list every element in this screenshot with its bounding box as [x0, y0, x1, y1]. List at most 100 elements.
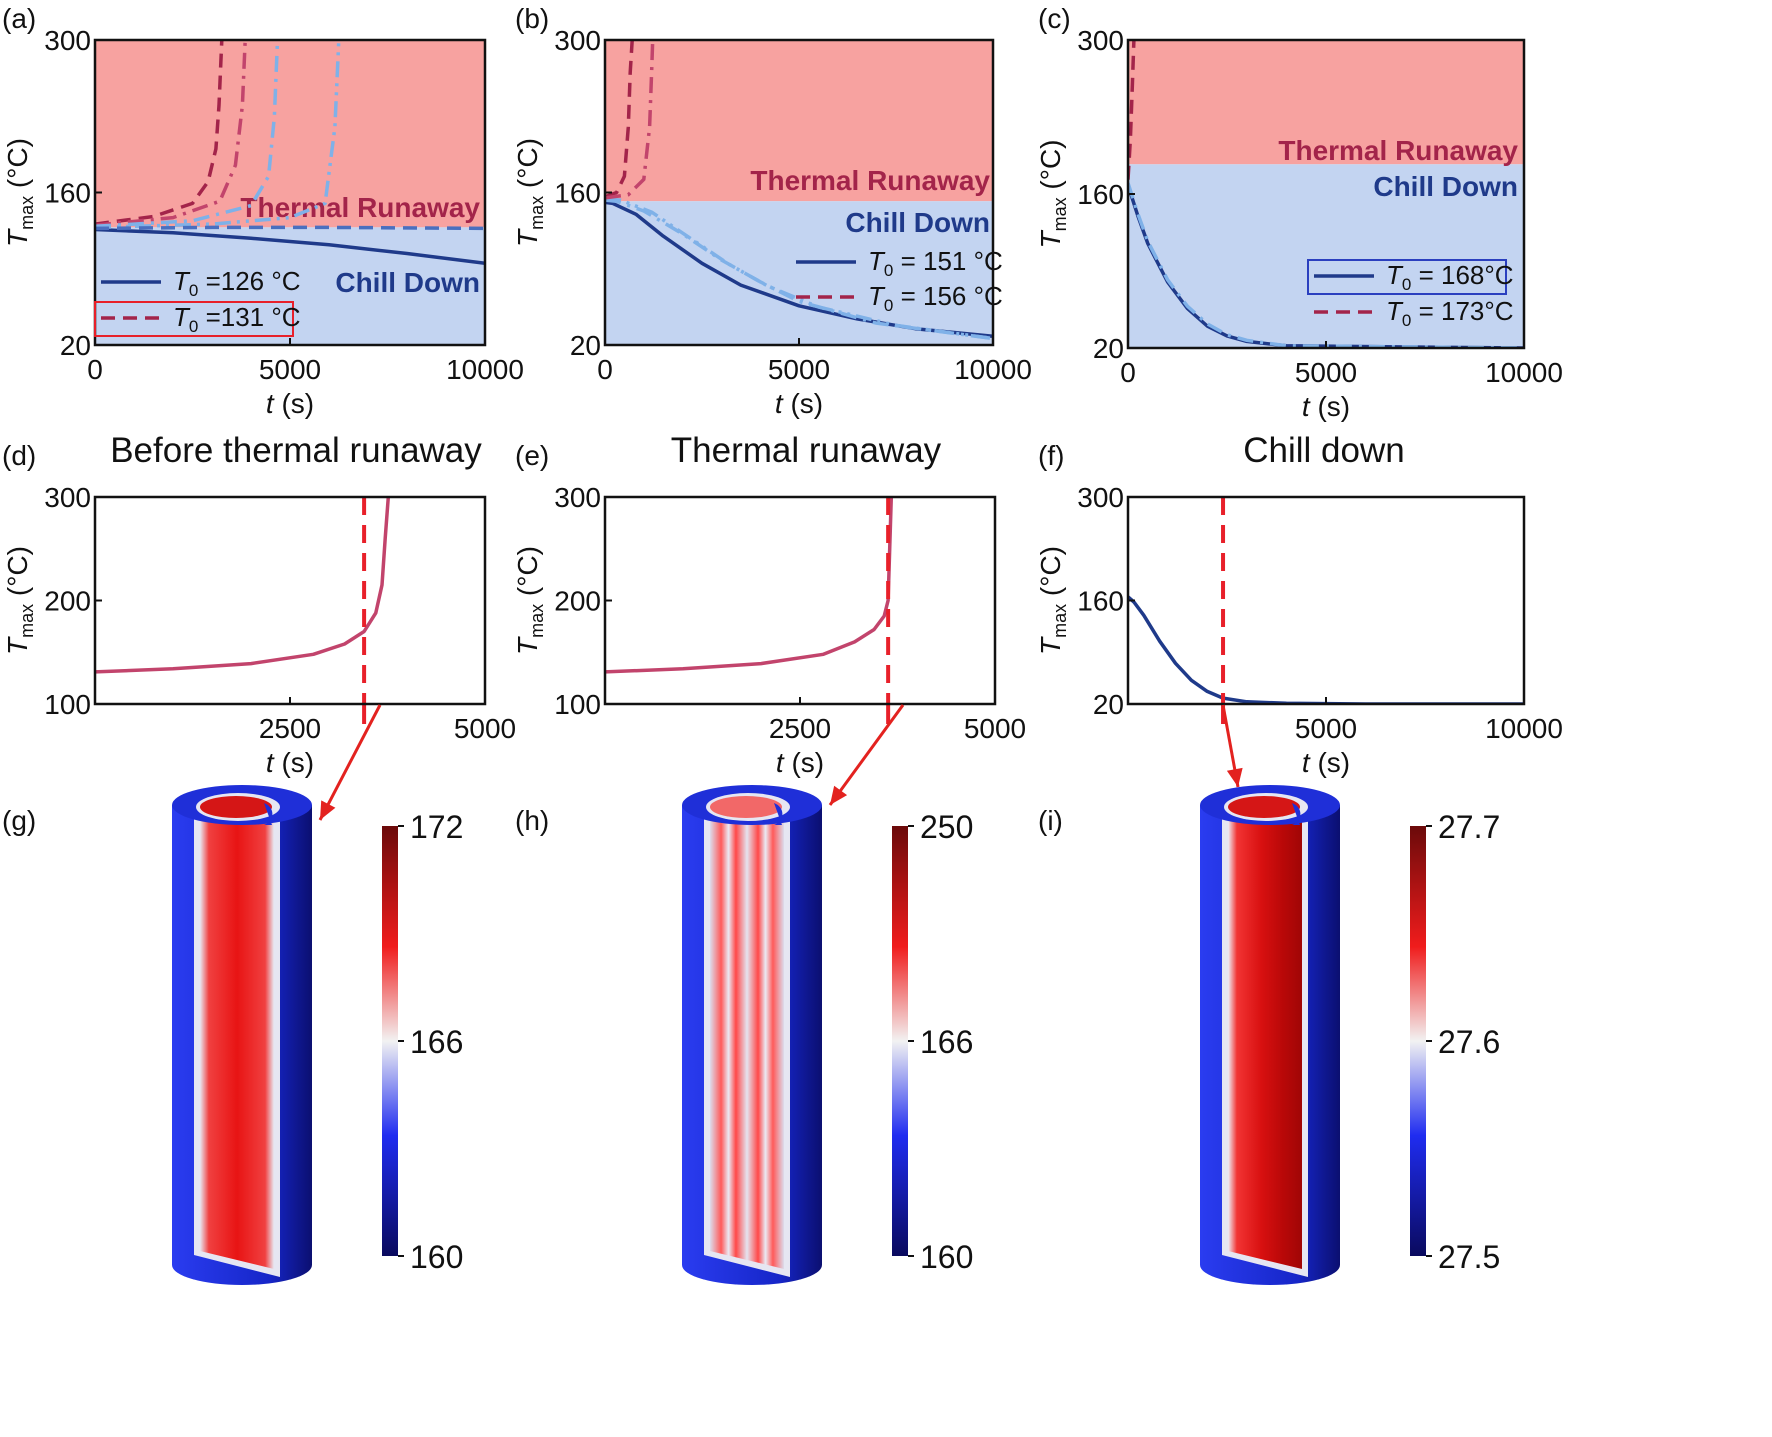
- cylinder-core: [1228, 805, 1302, 1269]
- arrow-head: [1226, 767, 1243, 787]
- runaway-region: [1128, 40, 1524, 165]
- yaxis-label: Tmax (°C): [2, 138, 37, 247]
- xtick-label-1: 5000: [454, 713, 516, 744]
- xtick-label-0: 0: [1120, 357, 1136, 388]
- arrow-1: [828, 704, 905, 806]
- legend-item-0: T0 = 168°C: [1307, 259, 1514, 295]
- ytick-label-0: 100: [554, 689, 601, 720]
- series-line-2: [95, 40, 247, 227]
- yaxis-label: Tmax (°C): [512, 546, 547, 655]
- legend-box: [94, 301, 294, 337]
- xtick-label-0: 2500: [769, 713, 831, 744]
- xtick-label-1: 5000: [1295, 357, 1357, 388]
- panel-label-g: (g): [2, 805, 36, 836]
- legend-box: [1307, 259, 1507, 295]
- colorbar-h: 250 166 160: [892, 809, 973, 1275]
- xtick-label-1: 10000: [1485, 713, 1563, 744]
- yaxis-label: Tmax (°C): [1035, 140, 1070, 249]
- series-line-0: [95, 497, 391, 674]
- chill-label: Chill Down: [1373, 171, 1518, 202]
- chart-f: 5000 10000 20 160 300 t (s) Tmax (°C): [1035, 482, 1563, 778]
- arrow-0: [318, 704, 382, 821]
- ytick-label-0: 100: [44, 689, 91, 720]
- xaxis-label: t (s): [776, 747, 824, 778]
- series-line-4: [605, 40, 655, 200]
- legend-item-1: T0 = 156 °C: [796, 281, 1003, 315]
- ytick-label-2: 300: [1077, 25, 1124, 56]
- series-line-2: [605, 197, 993, 341]
- chart-d: 2500 5000 100 200 300 t (s) Tmax (°C): [2, 482, 516, 778]
- runaway-region: [95, 40, 485, 228]
- runaway-region: [605, 40, 993, 202]
- panel-label-d: (d): [2, 440, 36, 471]
- arrow-shaft: [318, 704, 382, 821]
- colorbar-scale: [892, 826, 908, 1256]
- ytick-label-2: 300: [44, 25, 91, 56]
- legend-label: T0 = 156 °C: [868, 281, 1003, 315]
- legend-item-1: T0 =131 °C: [94, 301, 301, 337]
- legend-label: T0 =126 °C: [173, 266, 301, 300]
- colorbar-scale: [1410, 826, 1426, 1256]
- xaxis-label: t (s): [1302, 391, 1350, 422]
- legend-label: T0 =131 °C: [173, 302, 301, 336]
- yaxis-label: Tmax (°C): [512, 138, 547, 247]
- cylinder-core: [710, 805, 784, 1269]
- xtick-label-0: 0: [597, 354, 613, 385]
- arrow-shaft: [828, 704, 905, 806]
- series-line-0: [605, 497, 894, 674]
- ytick-label-0: 20: [570, 330, 601, 361]
- runaway-label: Thermal Runaway: [240, 192, 480, 223]
- chill-label: Chill Down: [845, 207, 990, 238]
- series-line-1: [95, 40, 224, 226]
- ytick-label-1: 160: [44, 178, 91, 209]
- series-line-5: [95, 225, 485, 231]
- yaxis-label: Tmax (°C): [2, 546, 37, 655]
- colorbar-tick-0: 172: [410, 809, 463, 845]
- runaway-label: Thermal Runaway: [1278, 135, 1518, 166]
- yaxis-label: Tmax (°C): [1035, 546, 1070, 655]
- colorbar-tick-1: 166: [920, 1024, 973, 1060]
- series-line-4: [95, 40, 341, 230]
- series-line-0: [1128, 595, 1524, 704]
- panel-label-a: (a): [2, 3, 36, 34]
- ytick-label-1: 160: [1077, 179, 1124, 210]
- series-line-0: [1128, 184, 1524, 348]
- colorbar-tick-1: 166: [410, 1024, 463, 1060]
- ytick-label-2: 300: [554, 25, 601, 56]
- chart-e: 2500 5000 100 200 300 t (s) Tmax (°C): [512, 482, 1026, 778]
- title-f: Chill down: [1243, 431, 1404, 470]
- colorbar-tick-0: 250: [920, 809, 973, 845]
- xaxis-label: t (s): [1302, 747, 1350, 778]
- arrow-head: [320, 800, 336, 820]
- ytick-label-0: 20: [60, 330, 91, 361]
- colorbar-tick-2: 27.5: [1438, 1239, 1500, 1275]
- colorbar-scale: [382, 826, 398, 1256]
- xtick-label-2: 10000: [954, 354, 1032, 385]
- cylinder-core: [200, 805, 274, 1269]
- xaxis-label: t (s): [266, 747, 314, 778]
- cylinder-top-core: [200, 796, 272, 818]
- ytick-label-2: 300: [44, 482, 91, 513]
- chill-region: [1128, 164, 1524, 348]
- runaway-label: Thermal Runaway: [750, 165, 990, 196]
- series-line-2: [1128, 40, 1136, 180]
- ytick-label-2: 300: [554, 482, 601, 513]
- xtick-label-0: 0: [87, 354, 103, 385]
- ytick-label-0: 20: [1093, 333, 1124, 364]
- panel-label-i: (i): [1038, 805, 1063, 836]
- ytick-label-0: 20: [1093, 689, 1124, 720]
- colorbar-tick-0: 27.7: [1438, 809, 1500, 845]
- title-e: Thermal runaway: [671, 431, 942, 470]
- cylinder-top-core: [1228, 796, 1300, 818]
- ytick-label-1: 160: [554, 178, 601, 209]
- arrow-2: [1221, 704, 1243, 788]
- xtick-label-2: 10000: [1485, 357, 1563, 388]
- cylinder-notch: [1292, 803, 1301, 825]
- series-line-1: [1128, 182, 1524, 348]
- panel-label-f: (f): [1038, 440, 1064, 471]
- cylinder-g: [172, 785, 312, 1285]
- ytick-label-1: 200: [44, 586, 91, 617]
- chill-region: [95, 227, 485, 345]
- cylinder-top-core: [710, 796, 782, 818]
